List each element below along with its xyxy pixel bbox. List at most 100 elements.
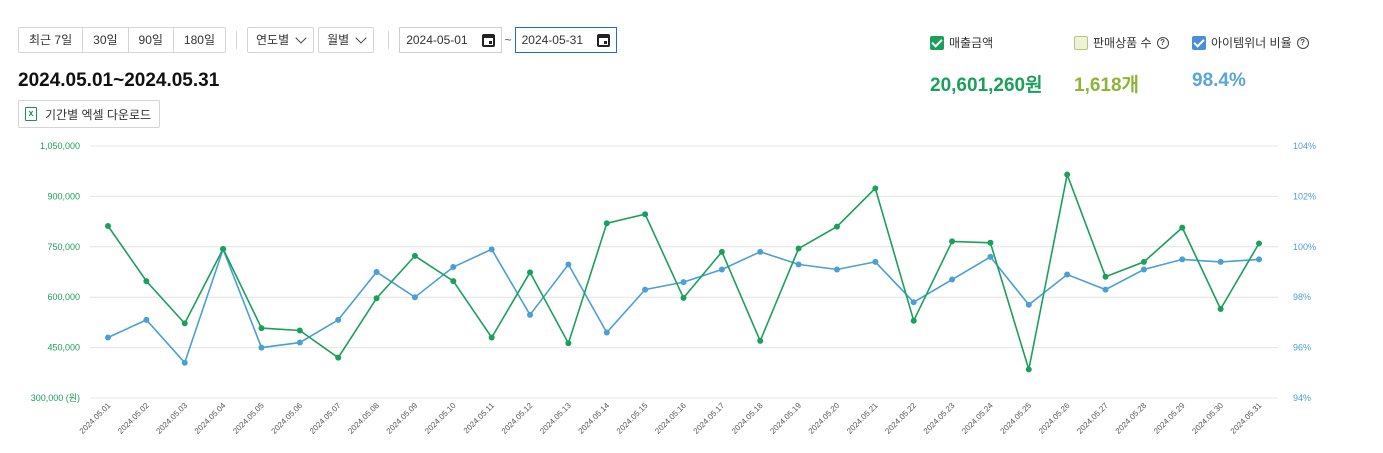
year-dropdown-label: 연도별	[255, 33, 290, 47]
data-point	[258, 344, 265, 351]
help-icon[interactable]: ?	[1296, 36, 1309, 49]
period-7days-button[interactable]: 최근 7일	[19, 28, 84, 52]
x-axis-tick-label: 2024.05.24	[960, 401, 995, 436]
calendar-icon[interactable]	[597, 33, 610, 47]
data-point	[1217, 305, 1224, 312]
x-axis-tick-label: 2024.05.16	[653, 401, 688, 436]
checkbox-checked-icon[interactable]	[930, 35, 944, 50]
period-180days-button[interactable]: 180일	[183, 33, 215, 47]
data-point	[488, 334, 495, 341]
data-point	[373, 295, 380, 302]
legend-sales-toggle[interactable]: 매출금액	[930, 34, 993, 51]
x-axis-tick-label: 2024.05.17	[692, 401, 727, 436]
stat-units-total: 1,618개	[1074, 75, 1140, 96]
period-30days-button[interactable]: 30일	[83, 28, 129, 52]
x-axis-tick-label: 2024.05.02	[116, 401, 151, 436]
help-icon[interactable]: ?	[1156, 36, 1169, 49]
data-point	[1025, 366, 1032, 373]
period-90days-button[interactable]: 90일	[129, 28, 174, 52]
divider	[388, 31, 390, 49]
data-point	[910, 317, 917, 324]
data-point	[642, 211, 649, 218]
month-dropdown-label: 월별	[327, 33, 350, 47]
legend-sales-label: 매출금액	[949, 36, 994, 50]
x-axis-tick-label: 2024.05.22	[883, 401, 918, 436]
calendar-icon[interactable]	[481, 33, 495, 47]
data-point	[335, 354, 342, 361]
data-point	[987, 239, 994, 246]
x-axis-tick-label: 2024.05.15	[615, 401, 650, 436]
data-point	[296, 327, 303, 334]
left-axis-tick-label: 750,000	[47, 242, 80, 252]
data-point	[1102, 286, 1109, 293]
data-point	[450, 278, 457, 285]
data-point	[181, 359, 188, 366]
stat-winner-rate: 98.4%	[1192, 70, 1246, 91]
end-date-input[interactable]: 2024-05-31	[514, 27, 617, 53]
x-axis-tick-label: 2024.05.14	[576, 401, 611, 436]
checkbox-checked-icon[interactable]	[1192, 35, 1206, 50]
data-point	[603, 220, 610, 227]
data-point	[1064, 171, 1071, 178]
year-dropdown[interactable]: 연도별	[246, 27, 315, 53]
left-axis-tick-label: 1,050,000	[40, 141, 80, 151]
stat-sales-total: 20,601,260원	[930, 75, 1043, 96]
data-point	[987, 253, 994, 260]
start-date-value: 2024-05-01	[406, 33, 468, 47]
data-point	[795, 245, 802, 252]
period-segment: 최근 7일 30일 90일 180일	[18, 27, 226, 53]
right-axis-tick-label: 98%	[1293, 292, 1311, 302]
data-point	[450, 263, 457, 270]
data-point	[757, 337, 764, 344]
right-axis-tick-label: 102%	[1293, 191, 1316, 201]
data-point	[949, 238, 956, 245]
excel-download-button[interactable]: x 기간별 엑셀 다운로드	[18, 100, 161, 128]
data-point	[1256, 256, 1262, 263]
x-axis-tick-label: 2024.05.09	[385, 401, 420, 436]
data-point	[757, 248, 764, 255]
data-point	[335, 316, 342, 323]
x-axis-tick-label: 2024.05.10	[423, 401, 458, 436]
data-point	[1256, 240, 1262, 247]
left-axis-tick-label: 300,000 (원)	[31, 393, 80, 403]
end-date-value: 2024-05-31	[521, 33, 583, 47]
divider	[235, 31, 237, 49]
checkbox-unchecked-icon[interactable]	[1074, 35, 1088, 50]
data-point	[1140, 258, 1147, 265]
data-point	[833, 223, 840, 230]
right-axis-tick-label: 96%	[1293, 343, 1311, 353]
data-point	[565, 261, 572, 268]
x-axis-tick-label: 2024.05.03	[154, 401, 189, 436]
start-date-input[interactable]: 2024-05-01	[399, 27, 502, 53]
data-point	[527, 311, 534, 318]
data-point	[1064, 271, 1071, 278]
x-axis-tick-label: 2024.05.26	[1037, 401, 1072, 436]
data-point	[411, 294, 418, 301]
data-point	[680, 294, 687, 301]
data-point	[105, 334, 111, 341]
month-dropdown[interactable]: 월별	[318, 27, 375, 53]
data-point	[642, 286, 649, 293]
legend-winner-toggle[interactable]: 아이템위너 비율 ?	[1192, 34, 1309, 51]
data-point	[680, 279, 687, 286]
data-point	[296, 339, 303, 346]
data-point	[488, 246, 495, 253]
data-point	[527, 269, 534, 276]
excel-download-label: 기간별 엑셀 다운로드	[45, 107, 152, 122]
x-axis-tick-label: 2024.05.05	[231, 401, 266, 436]
data-point	[1140, 266, 1147, 273]
x-axis-tick-label: 2024.05.06	[270, 401, 305, 436]
data-point	[603, 329, 610, 336]
x-axis-tick-label: 2024.05.18	[730, 401, 765, 436]
x-axis-tick-label: 2024.05.23	[922, 401, 957, 436]
x-axis-tick-label: 2024.05.28	[1114, 401, 1149, 436]
data-point	[718, 266, 725, 273]
legend-units-toggle[interactable]: 판매상품 수 ?	[1074, 34, 1169, 51]
x-axis-tick-label: 2024.05.27	[1075, 401, 1110, 436]
series-line	[107, 171, 1260, 370]
data-point	[143, 316, 150, 323]
right-axis-tick-label: 104%	[1293, 141, 1316, 151]
excel-file-icon: x	[25, 107, 37, 121]
data-point	[181, 320, 188, 327]
right-axis-tick-label: 100%	[1293, 242, 1316, 252]
